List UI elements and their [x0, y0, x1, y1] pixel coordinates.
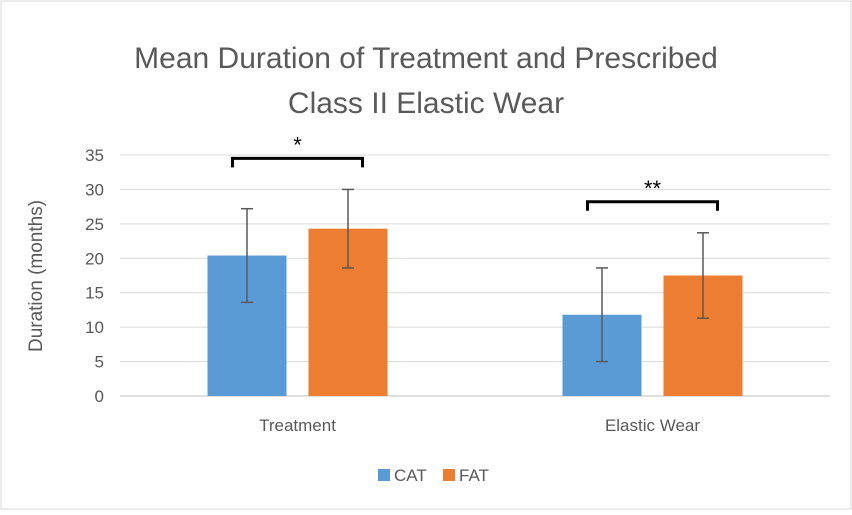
significance-marker: ** [644, 176, 662, 201]
significance-brackets: *** [231, 132, 719, 211]
y-tick-label: 10 [85, 318, 104, 337]
y-tick-label: 5 [95, 353, 104, 372]
y-tick-labels: 0 5 10 15 20 25 30 35 [85, 146, 104, 406]
legend: CAT FAT [378, 466, 489, 485]
error-bars [241, 188, 709, 363]
y-tick-label: 30 [85, 180, 104, 199]
y-axis-label: Duration (months) [26, 200, 47, 352]
legend-swatch-cat [378, 469, 390, 481]
x-tick-labels: Treatment Elastic Wear [259, 416, 700, 435]
x-tick-label: Treatment [259, 416, 336, 435]
x-tick-label: Elastic Wear [605, 416, 700, 435]
y-tick-label: 20 [85, 249, 104, 268]
chart-title-line-2: Class II Elastic Wear [288, 87, 564, 120]
y-tick-label: 0 [95, 387, 104, 406]
significance-bracket [231, 156, 364, 168]
legend-swatch-fat [443, 469, 455, 481]
y-tick-label: 35 [85, 146, 104, 165]
chart-title-line-1: Mean Duration of Treatment and Prescribe… [134, 42, 718, 75]
y-tick-label: 15 [85, 284, 104, 303]
y-tick-label: 25 [85, 215, 104, 234]
significance-marker: * [293, 132, 302, 157]
legend-label-cat: CAT [394, 466, 427, 485]
significance-bracket [586, 200, 719, 211]
legend-label-fat: FAT [459, 466, 489, 485]
